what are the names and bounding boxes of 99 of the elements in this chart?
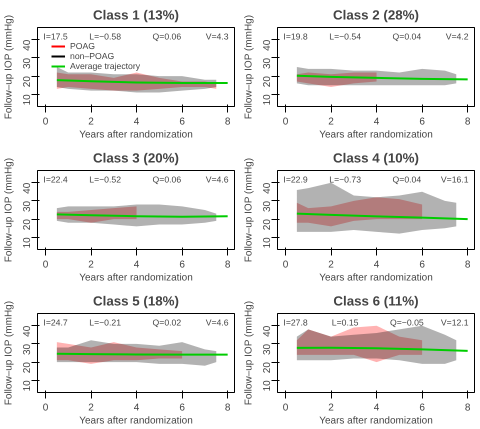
x-tick-label: 4	[134, 116, 140, 128]
chart-title: Class 6 (11%)	[333, 294, 419, 308]
annotation: L=−0.73	[329, 174, 362, 184]
annotation: V=4.6	[206, 174, 229, 184]
y-axis-title: Follow–up IOP (mmHg)	[244, 300, 254, 406]
y-tick-label: 30	[262, 200, 273, 212]
annotation: I=27.8	[283, 318, 308, 328]
annotation: Q=0.02	[152, 318, 182, 328]
x-tick-label: 2	[88, 116, 94, 128]
annotation: V=12.1	[440, 318, 469, 328]
x-axis-title: Years after randomization	[79, 416, 193, 426]
x-tick-label: 0	[282, 116, 289, 128]
y-tick-label: 20	[22, 218, 33, 230]
x-tick-label: 8	[224, 260, 231, 270]
x-tick-label: 6	[179, 260, 186, 270]
x-tick-label: 2	[328, 260, 334, 270]
y-tick-label: 40	[22, 182, 33, 194]
annotation: V=4.2	[446, 32, 469, 42]
y-tick-label: 20	[262, 362, 273, 374]
x-tick-label: 6	[419, 402, 426, 414]
x-tick-label: 4	[134, 260, 140, 270]
y-tick-label: 40	[22, 325, 33, 337]
x-tick-label: 0	[42, 402, 49, 414]
y-axis-title: Follow–up IOP (mmHg)	[4, 158, 14, 262]
chart-title: Class 4 (10%)	[333, 150, 419, 166]
y-axis-title: Follow–up IOP (mmHg)	[4, 300, 14, 406]
x-tick-label: 4	[374, 402, 380, 414]
x-tick-label: 0	[282, 402, 289, 414]
chart-title: Class 1 (13%)	[93, 8, 179, 22]
y-tick-label: 10	[262, 380, 273, 392]
y-tick-label: 20	[262, 218, 273, 230]
x-tick-label: 6	[419, 260, 426, 270]
x-tick-label: 0	[282, 260, 289, 270]
y-tick-label: 30	[262, 343, 273, 356]
x-axis-title: Years after randomization	[319, 272, 433, 284]
y-tick-label: 20	[262, 76, 273, 88]
x-tick-label: 0	[42, 116, 49, 128]
x-tick-label: 2	[88, 260, 94, 270]
y-tick-label: 30	[22, 57, 33, 70]
x-axis-title: Years after randomization	[79, 130, 193, 140]
y-tick-label: 20	[22, 362, 33, 374]
annotation: I=22.4	[43, 174, 68, 184]
x-tick-label: 2	[328, 402, 334, 414]
x-axis-title: Years after randomization	[319, 416, 433, 426]
y-tick-label: 30	[262, 57, 273, 70]
chart-title: Class 3 (20%)	[93, 150, 179, 166]
annotation: Q=0.04	[392, 32, 422, 42]
x-tick-label: 4	[374, 260, 380, 270]
x-tick-label: 8	[464, 260, 471, 270]
y-tick-label: 10	[22, 236, 33, 248]
x-axis-title: Years after randomization	[319, 130, 433, 140]
y-axis-title: Follow–up IOP (mmHg)	[244, 158, 254, 262]
legend-label: POAG	[70, 41, 96, 51]
y-tick-label: 20	[22, 76, 33, 88]
annotation: L=−0.52	[89, 174, 122, 184]
y-tick-label: 10	[262, 236, 273, 248]
y-tick-label: 40	[262, 39, 273, 51]
y-tick-label: 40	[262, 182, 273, 194]
x-tick-label: 8	[224, 116, 231, 128]
annotation: Q=0.06	[152, 174, 182, 184]
x-tick-label: 2	[328, 116, 334, 128]
annotation: Q=0.06	[152, 32, 182, 42]
y-tick-label: 40	[22, 39, 33, 51]
annotation: V=16.1	[440, 174, 469, 184]
chart-title: Class 5 (18%)	[93, 294, 179, 308]
y-tick-label: 10	[22, 380, 33, 392]
annotation: I=19.8	[283, 32, 308, 42]
x-tick-label: 4	[134, 402, 140, 414]
x-tick-label: 6	[419, 116, 426, 128]
y-tick-label: 30	[22, 343, 33, 356]
x-tick-label: 8	[464, 116, 471, 128]
annotation: L=−0.54	[329, 32, 362, 42]
y-tick-label: 40	[262, 325, 273, 337]
y-tick-label: 10	[262, 94, 273, 106]
y-axis-title: Follow–up IOP (mmHg)	[244, 14, 254, 120]
y-tick-label: 30	[22, 200, 33, 212]
annotation: I=17.5	[43, 32, 68, 42]
x-tick-label: 6	[179, 116, 186, 128]
annotation: V=4.3	[206, 32, 229, 42]
annotation: V=4.6	[206, 318, 229, 328]
y-tick-label: 10	[22, 94, 33, 106]
legend-label: Average trajectory	[70, 61, 140, 71]
annotation: L=−0.58	[89, 32, 122, 42]
x-tick-label: 8	[224, 402, 231, 414]
annotation: I=22.9	[283, 174, 308, 184]
y-axis-title: Follow–up IOP (mmHg)	[4, 14, 14, 120]
x-tick-label: 0	[42, 260, 49, 270]
x-tick-label: 6	[179, 402, 186, 414]
x-tick-label: 2	[88, 402, 94, 414]
annotation: Q=−0.05	[390, 318, 424, 328]
x-tick-label: 8	[464, 402, 471, 414]
x-axis-title: Years after randomization	[79, 272, 193, 284]
annotation: L=−0.21	[89, 318, 122, 328]
x-tick-label: 4	[374, 116, 380, 128]
annotation: I=24.7	[43, 318, 68, 328]
annotation: Q=0.04	[392, 174, 422, 184]
chart-title: Class 2 (28%)	[333, 8, 419, 22]
legend-label: non–POAG	[70, 51, 114, 61]
annotation: L=0.15	[332, 318, 359, 328]
